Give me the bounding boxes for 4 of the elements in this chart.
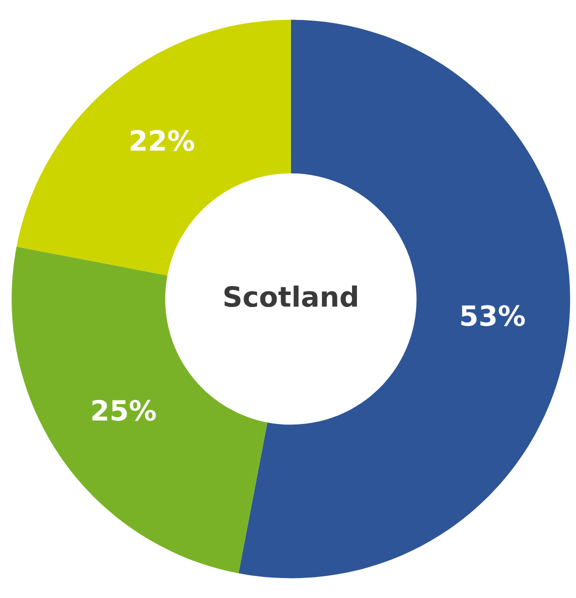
data-label: 53% — [461, 305, 525, 326]
data-label: 22% — [130, 130, 194, 152]
data-label: 25% — [92, 400, 156, 421]
text: Scotland — [224, 286, 357, 308]
